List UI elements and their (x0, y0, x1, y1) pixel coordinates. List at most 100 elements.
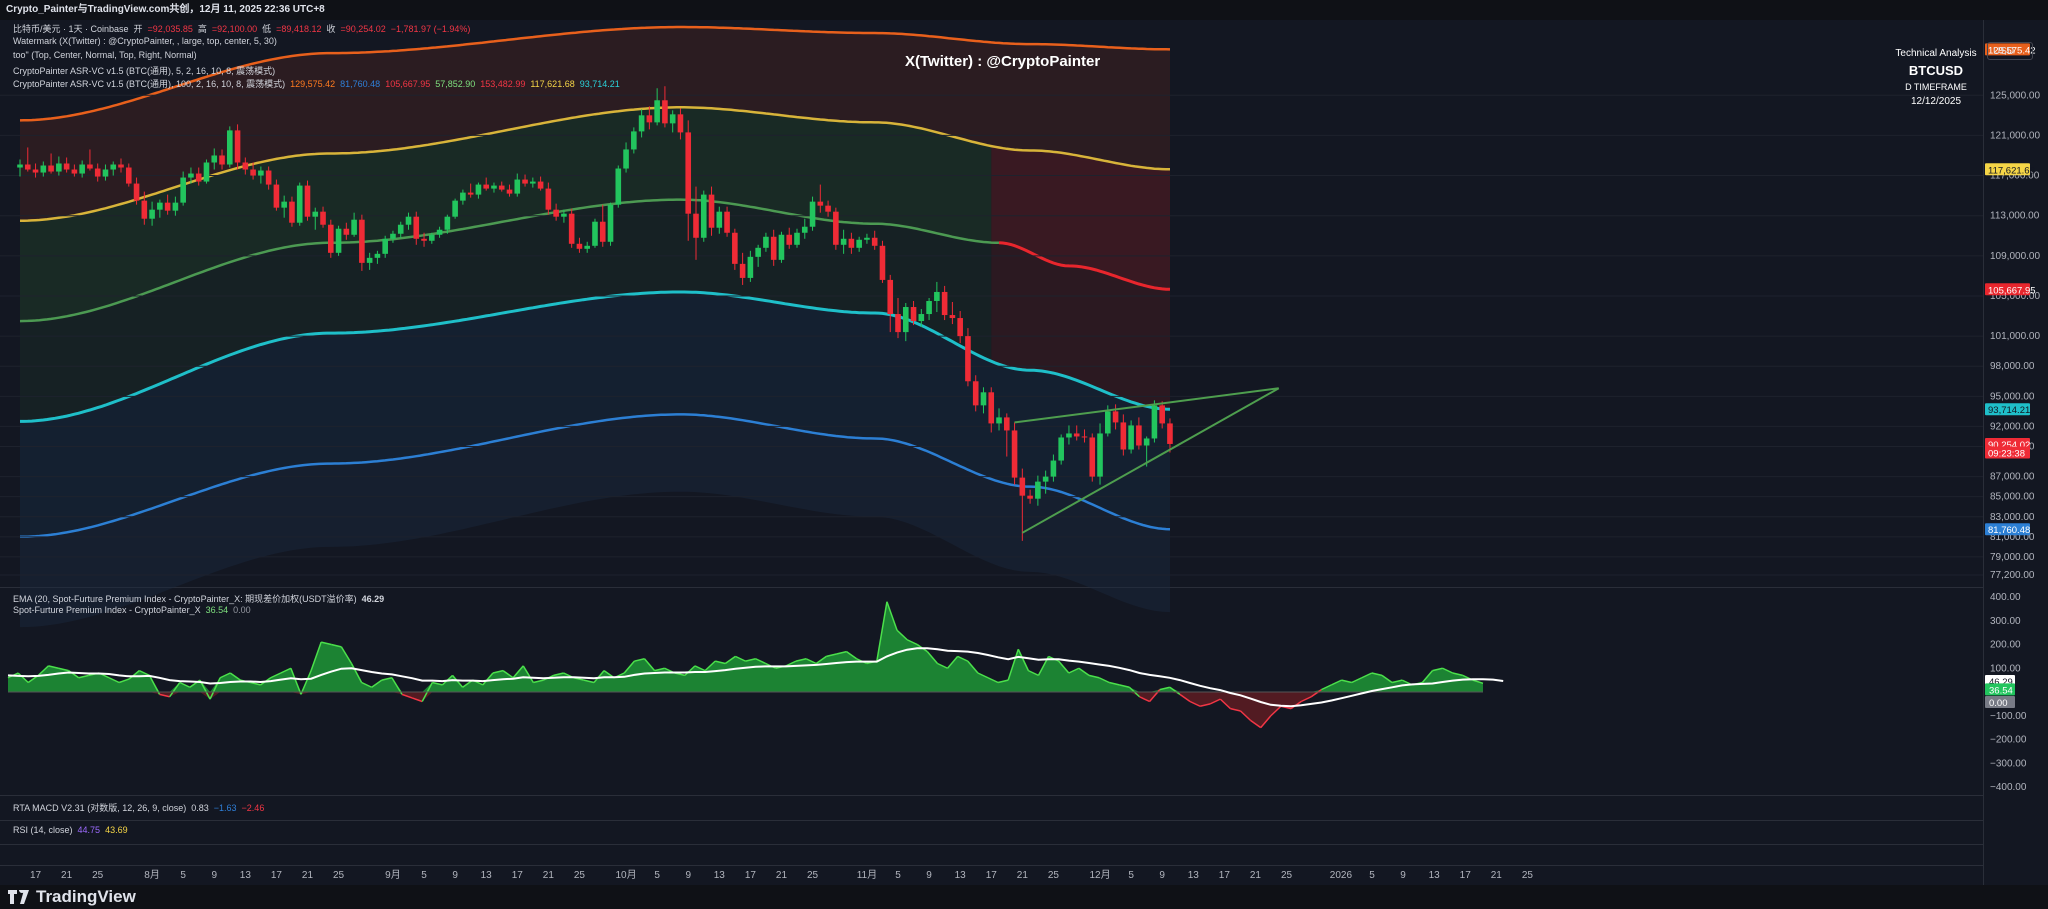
time-tick-label: 13 (1188, 870, 1200, 881)
premium-line-segment (1088, 674, 1100, 679)
premium-line-segment (350, 663, 363, 683)
candle-body (1081, 436, 1088, 438)
candle-body (436, 229, 443, 235)
premium-line-segment (148, 675, 161, 695)
time-tick-label: 17 (30, 870, 42, 881)
price-tick-label: 77,200.00 (1990, 570, 2035, 581)
candle-body (32, 169, 39, 173)
candle-body (188, 173, 194, 178)
premium-line-segment (1371, 672, 1383, 677)
time-tick-label: 17 (1219, 870, 1231, 881)
premium-line-segment (785, 660, 797, 667)
time-tick-label: 13 (714, 870, 726, 881)
indicator-badge-label: 0.00 (1989, 698, 2008, 709)
chart-area[interactable]: 125,000.00 121,000.00 117,000.00 113,000.00… (0, 20, 2048, 885)
premium-line-segment (977, 672, 989, 679)
legend-rsi: RSI (14, close) 44.75 43.69 (13, 825, 133, 835)
premium-line-segment (957, 655, 969, 662)
legend-asr2: CryptoPainter ASR-VC v1.5 (BTC(通用), 100,… (13, 77, 625, 90)
premium-line-segment (1240, 710, 1252, 722)
candle-body (250, 169, 256, 176)
premium-line-segment (583, 679, 595, 684)
candle-body (662, 100, 668, 124)
info-box: Technical Analysis BTCUSD D TIMEFRAME 12… (1886, 48, 1986, 111)
price-tick-label: 85,000.00 (1990, 492, 2035, 503)
premium-line-segment (715, 660, 726, 665)
candle-body (778, 234, 785, 260)
candle-body (545, 188, 552, 210)
candle-body (902, 307, 909, 333)
time-tick-label: 9月 (385, 869, 401, 881)
candle-body (770, 236, 777, 260)
candle-body (444, 216, 451, 230)
premium-line-segment (634, 658, 645, 662)
candle-body (576, 243, 583, 249)
candle-body (149, 209, 155, 219)
premium-line-segment (17, 672, 29, 684)
candle-body (94, 168, 101, 177)
band-line-4 (20, 290, 1171, 423)
candle-body (335, 228, 342, 253)
time-tick-label: 9 (926, 870, 932, 881)
legend-ema-value: 46.29 (361, 594, 385, 604)
candle-body (312, 211, 319, 217)
tradingview-logo[interactable]: TradingView (8, 887, 136, 907)
legend-close: =90,254.02 (340, 24, 386, 34)
triangle-upper-line (1014, 387, 1279, 424)
premium-line-segment (1169, 686, 1181, 695)
candle-body (258, 170, 264, 176)
candle-body (568, 213, 575, 244)
candle-body (840, 238, 847, 245)
info-timeframe: D TIMEFRAME (1905, 82, 1967, 92)
time-tick-label: 9 (1400, 870, 1406, 881)
asr-value-4: 153,482.99 (480, 79, 526, 89)
premium-line-segment (805, 658, 817, 665)
zone-green-teal (20, 199, 992, 422)
premium-line-segment (381, 677, 393, 681)
chart-svg[interactable]: 125,000.00 121,000.00 117,000.00 113,000.00… (0, 20, 2048, 885)
premium-line-segment (997, 679, 1009, 684)
candle-body (1035, 481, 1041, 499)
candle-body (592, 221, 598, 246)
premium-line-segment (1219, 698, 1231, 710)
premium-line-segment (1230, 707, 1241, 712)
candle-body (460, 192, 466, 201)
price-tick-label: 109,000.00 (1990, 251, 2040, 262)
candle-body (724, 211, 730, 233)
candle-body (988, 392, 995, 424)
price-tick-label: 83,000.00 (1990, 512, 2035, 523)
candle-body (825, 205, 831, 212)
price-tick-label: 98,000.00 (1990, 361, 2035, 372)
ema-line (7, 647, 1504, 708)
time-tick-label: 17 (1460, 870, 1472, 881)
indicator-tick-label: −300.00 (1990, 758, 2027, 769)
time-tick-label: 5 (895, 870, 901, 881)
candle-body (677, 114, 684, 133)
legend-asr2-text: CryptoPainter ASR-VC v1.5 (BTC(通用), 100,… (13, 79, 286, 89)
candle-body (1019, 477, 1026, 496)
premium-line-segment (1058, 660, 1070, 674)
band-line-3 (998, 241, 1171, 291)
price-tick-label: 87,000.00 (1990, 472, 2035, 483)
legend-main: 比特币/美元 · 1天 · Coinbase 开 =92,035.85 高 =92,10… (13, 22, 475, 35)
candle-body (833, 211, 839, 245)
candle-body (452, 200, 458, 217)
time-tick-label: 21 (302, 870, 314, 881)
currency-selector[interactable]: USD (1987, 42, 2033, 60)
time-tick-label: 13 (481, 870, 493, 881)
indicator-badge-label: 36.54 (1989, 685, 2013, 696)
premium-line-segment (159, 693, 170, 698)
candle-body (1058, 437, 1064, 461)
rsi-value-1: 43.69 (105, 825, 128, 835)
time-tick-label: 25 (807, 870, 819, 881)
premium-line-segment (229, 672, 241, 681)
premium-line-segment (1321, 684, 1332, 691)
premium-line-segment (815, 655, 827, 665)
candle-body (397, 224, 404, 234)
premium-line-segment (1310, 689, 1322, 698)
premium-line-segment (108, 677, 120, 684)
asr-value-5: 117,621.68 (530, 79, 575, 89)
premium-line-segment (139, 669, 150, 677)
legend-open-label: 开 (133, 24, 143, 34)
legend-symbol: 比特币/美元 · 1天 · Coinbase (13, 24, 129, 34)
